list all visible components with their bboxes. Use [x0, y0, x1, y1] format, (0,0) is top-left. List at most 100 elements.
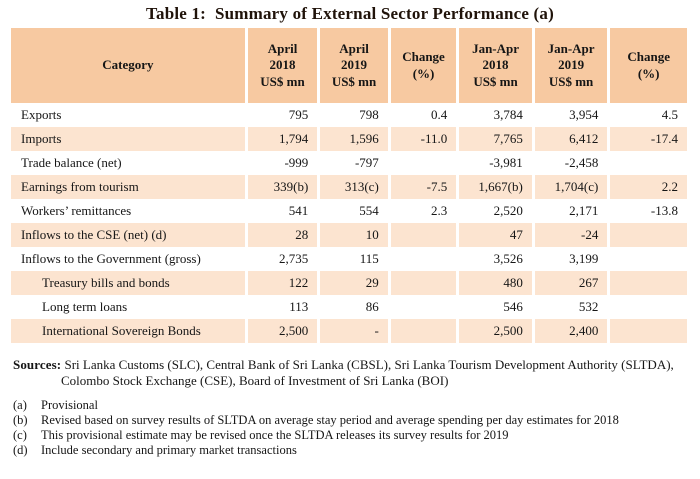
sources-note: Sources: Sri Lanka Customs (SLC), Centra…	[13, 357, 681, 388]
value-cell: 86	[320, 295, 388, 319]
value-cell: 2,171	[534, 199, 608, 223]
value-cell: 1,667(b)	[459, 175, 532, 199]
header-row: Category April 2018 US$ mn April 2019 US…	[11, 28, 687, 103]
footnote-text: Include secondary and primary market tra…	[41, 443, 297, 458]
value-cell: 3,954	[534, 103, 608, 127]
value-cell: 795	[247, 103, 318, 127]
column-header-change-monthly: Change (%)	[390, 28, 457, 103]
category-cell: Exports	[11, 103, 245, 127]
value-cell: 532	[534, 295, 608, 319]
sources-label: Sources:	[13, 357, 62, 372]
sources-text: Sri Lanka Customs (SLC), Central Bank of…	[61, 357, 674, 388]
column-header-category: Category	[11, 28, 245, 103]
category-cell: Inflows to the CSE (net) (d)	[11, 223, 245, 247]
category-cell: Treasury bills and bonds	[11, 271, 245, 295]
table-row-government-inflows: Inflows to the Government (gross) 2,735 …	[11, 247, 687, 271]
value-cell: 10	[320, 223, 388, 247]
value-cell: 3,784	[459, 103, 532, 127]
footnote-marker: (d)	[13, 443, 28, 458]
table-body: Exports 795 798 0.4 3,784 3,954 4.5 Impo…	[11, 103, 687, 343]
footnote-b: (b) Revised based on survey results of S…	[13, 413, 691, 427]
value-cell: 29	[320, 271, 388, 295]
table-title: Table 1: Summary of External Sector Perf…	[146, 4, 554, 23]
value-cell: 2,735	[247, 247, 318, 271]
table-row-exports: Exports 795 798 0.4 3,784 3,954 4.5	[11, 103, 687, 127]
column-header-april-2019: April 2019 US$ mn	[320, 28, 388, 103]
footnote-text: Provisional	[41, 398, 98, 413]
value-cell: -	[320, 319, 388, 343]
value-cell	[610, 295, 687, 319]
value-cell: 1,794	[247, 127, 318, 151]
category-cell: Long term loans	[11, 295, 245, 319]
value-cell: 28	[247, 223, 318, 247]
value-cell: 2.3	[390, 199, 457, 223]
column-header-janapr-2019: Jan-Apr 2019 US$ mn	[534, 28, 608, 103]
value-cell	[610, 223, 687, 247]
value-cell: 339(b)	[247, 175, 318, 199]
value-cell: -7.5	[390, 175, 457, 199]
value-cell: -13.8	[610, 199, 687, 223]
footnote-c: (c) This provisional estimate may be rev…	[13, 428, 691, 442]
table-row-sovereign-bonds: International Sovereign Bonds 2,500 - 2,…	[11, 319, 687, 343]
value-cell: 1,704(c)	[534, 175, 608, 199]
value-cell: 4.5	[610, 103, 687, 127]
value-cell: -17.4	[610, 127, 687, 151]
summary-table: Category April 2018 US$ mn April 2019 US…	[8, 28, 690, 343]
value-cell: 554	[320, 199, 388, 223]
value-cell: -999	[247, 151, 318, 175]
value-cell: 47	[459, 223, 532, 247]
value-cell: 122	[247, 271, 318, 295]
value-cell: 267	[534, 271, 608, 295]
footnote-a: (a) Provisional	[13, 398, 691, 412]
value-cell: 3,526	[459, 247, 532, 271]
value-cell: 546	[459, 295, 532, 319]
value-cell: 313(c)	[320, 175, 388, 199]
category-cell: Workers’ remittances	[11, 199, 245, 223]
footnote-text: Revised based on survey results of SLTDA…	[41, 413, 619, 428]
column-header-april-2018: April 2018 US$ mn	[247, 28, 318, 103]
footnote-text: This provisional estimate may be revised…	[41, 428, 509, 443]
table-row-cse-inflows: Inflows to the CSE (net) (d) 28 10 47 -2…	[11, 223, 687, 247]
category-cell: Inflows to the Government (gross)	[11, 247, 245, 271]
table-header: Category April 2018 US$ mn April 2019 US…	[11, 28, 687, 103]
value-cell	[390, 223, 457, 247]
value-cell: 2,400	[534, 319, 608, 343]
category-cell: Imports	[11, 127, 245, 151]
table-row-imports: Imports 1,794 1,596 -11.0 7,765 6,412 -1…	[11, 127, 687, 151]
footnote-marker: (b)	[13, 413, 28, 428]
category-cell: International Sovereign Bonds	[11, 319, 245, 343]
column-header-janapr-2018: Jan-Apr 2018 US$ mn	[459, 28, 532, 103]
footnotes: (a) Provisional (b) Revised based on sur…	[13, 398, 691, 457]
value-cell	[610, 247, 687, 271]
value-cell	[390, 151, 457, 175]
value-cell	[390, 271, 457, 295]
page: Table 1: Summary of External Sector Perf…	[8, 4, 691, 457]
column-header-change-cumulative: Change (%)	[610, 28, 687, 103]
value-cell: 541	[247, 199, 318, 223]
category-cell: Trade balance (net)	[11, 151, 245, 175]
value-cell: 6,412	[534, 127, 608, 151]
value-cell: -11.0	[390, 127, 457, 151]
value-cell: 113	[247, 295, 318, 319]
value-cell	[610, 151, 687, 175]
value-cell: -2,458	[534, 151, 608, 175]
value-cell: 2,500	[247, 319, 318, 343]
value-cell	[390, 319, 457, 343]
value-cell	[610, 319, 687, 343]
value-cell: 480	[459, 271, 532, 295]
value-cell: 2.2	[610, 175, 687, 199]
table-row-workers-remittances: Workers’ remittances 541 554 2.3 2,520 2…	[11, 199, 687, 223]
footnote-marker: (a)	[13, 398, 27, 413]
table-row-long-term-loans: Long term loans 113 86 546 532	[11, 295, 687, 319]
value-cell: 3,199	[534, 247, 608, 271]
value-cell: 115	[320, 247, 388, 271]
value-cell	[390, 295, 457, 319]
value-cell	[390, 247, 457, 271]
table-row-tourism-earnings: Earnings from tourism 339(b) 313(c) -7.5…	[11, 175, 687, 199]
footnote-d: (d) Include secondary and primary market…	[13, 443, 691, 457]
value-cell: 7,765	[459, 127, 532, 151]
value-cell	[610, 271, 687, 295]
value-cell: -797	[320, 151, 388, 175]
value-cell: 2,520	[459, 199, 532, 223]
table-row-trade-balance: Trade balance (net) -999 -797 -3,981 -2,…	[11, 151, 687, 175]
